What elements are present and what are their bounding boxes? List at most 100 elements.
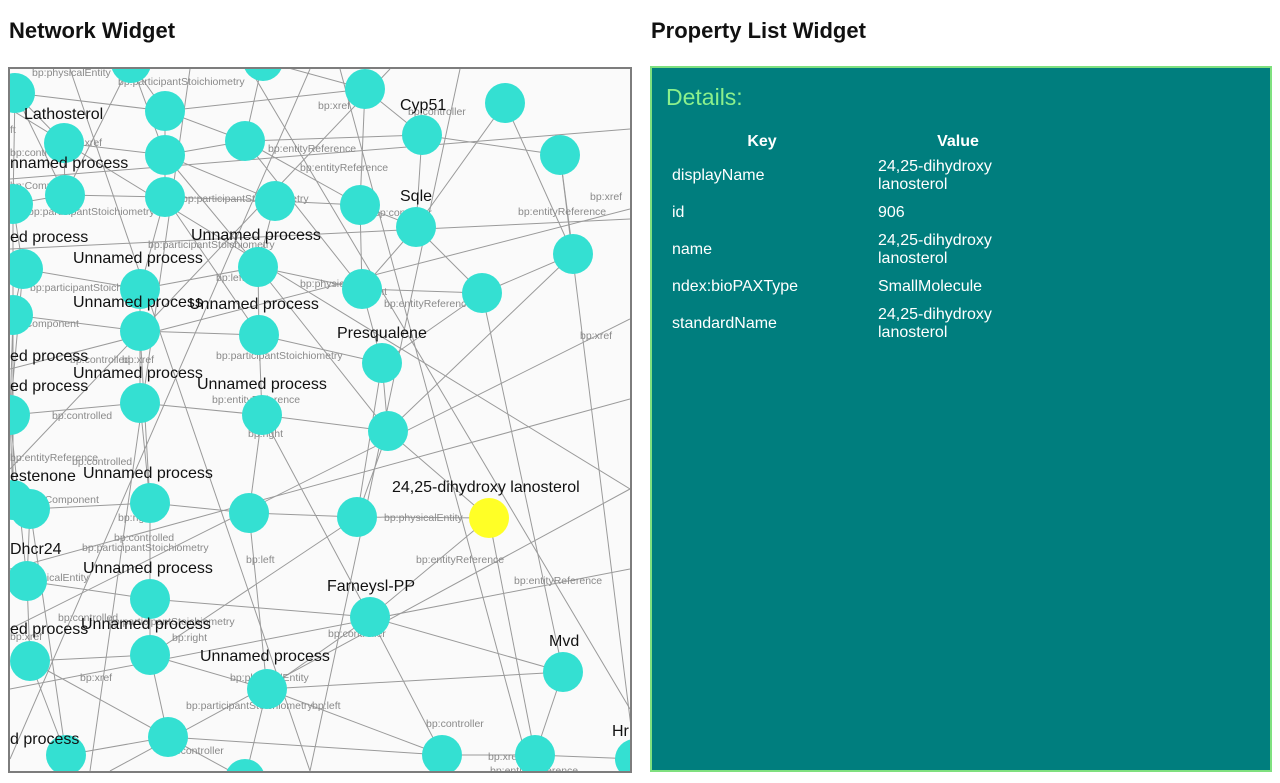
node-label: Unnamed process	[191, 227, 321, 244]
network-node[interactable]	[239, 315, 279, 355]
network-node[interactable]	[10, 73, 35, 113]
node-label: Unnamed process	[200, 648, 330, 665]
network-node[interactable]	[540, 135, 580, 175]
edge-label: bp:left	[312, 700, 341, 712]
network-node[interactable]	[10, 295, 33, 335]
network-node[interactable]	[340, 185, 380, 225]
value-column-header: Value	[937, 133, 979, 150]
network-node[interactable]	[238, 247, 278, 287]
edge-label: bp:participantStoichiometry	[82, 542, 209, 554]
network-node[interactable]	[402, 115, 442, 155]
details-title: Details:	[666, 84, 743, 110]
network-edge	[167, 736, 443, 756]
network-graph[interactable]: bp:physicalEntity bp:participantStoichiom…	[10, 69, 630, 771]
network-node[interactable]	[10, 489, 50, 529]
network-edge	[69, 69, 311, 771]
network-node[interactable]	[350, 597, 390, 637]
network-node-labels: Lathosterol Cyp51 nnamed process Sqle ed pro…	[10, 97, 630, 748]
network-node[interactable]	[396, 207, 436, 247]
edge-label: bp:left	[216, 272, 245, 284]
network-node[interactable]	[225, 759, 265, 771]
network-node[interactable]	[337, 497, 377, 537]
edge-label: bp:entityReference	[268, 143, 356, 155]
network-node[interactable]	[130, 635, 170, 675]
network-node[interactable]	[120, 269, 160, 309]
network-node[interactable]	[553, 234, 593, 274]
property-key: name	[672, 240, 713, 258]
network-edge	[29, 654, 151, 662]
network-node[interactable]	[342, 269, 382, 309]
network-node[interactable]	[247, 669, 287, 709]
network-node[interactable]	[130, 483, 170, 523]
network-node[interactable]	[485, 83, 525, 123]
network-node[interactable]	[111, 69, 151, 83]
network-edge	[504, 102, 574, 255]
network-edge	[361, 288, 483, 294]
network-node[interactable]	[44, 123, 84, 163]
network-node[interactable]	[10, 249, 43, 289]
network-node[interactable]	[145, 91, 185, 131]
edge-label: bp:xref	[80, 672, 112, 684]
node-label: 24,25-dihydroxy lanosterol	[392, 479, 580, 496]
network-edge	[356, 516, 490, 519]
network-node[interactable]	[10, 641, 50, 681]
edge-label: bp:physicalEntity	[32, 69, 112, 79]
property-list-panel: Details: Key Value displayName 24,25-dih…	[650, 66, 1272, 772]
network-node[interactable]	[422, 735, 462, 771]
network-canvas[interactable]: bp:physicalEntity bp:participantStoichiom…	[8, 67, 632, 773]
edge-label: bp:participantStoichiometry	[148, 239, 275, 251]
node-label: Hr	[612, 723, 630, 740]
network-node[interactable]	[243, 69, 283, 81]
network-node[interactable]	[46, 735, 86, 771]
network-node[interactable]	[242, 395, 282, 435]
property-widget-title: Property List Widget	[651, 18, 866, 43]
network-edge	[415, 102, 506, 228]
network-node[interactable]	[543, 652, 583, 692]
network-node[interactable]	[120, 383, 160, 423]
network-node[interactable]	[255, 181, 295, 221]
node-label: Cyp51	[400, 97, 446, 114]
network-edge	[369, 517, 490, 618]
network-node[interactable]	[10, 561, 47, 601]
node-label: Farneysl-PP	[327, 578, 415, 595]
network-node[interactable]	[145, 135, 185, 175]
network-node[interactable]	[45, 175, 85, 215]
network-node[interactable]	[615, 739, 630, 771]
network-edge	[369, 616, 564, 673]
node-label: d process	[10, 731, 79, 748]
network-edge	[14, 92, 166, 112]
network-node[interactable]	[225, 121, 265, 161]
network-node[interactable]	[148, 717, 188, 757]
network-node[interactable]	[362, 343, 402, 383]
network-node[interactable]	[10, 395, 30, 435]
network-edge	[164, 88, 366, 112]
network-edge	[29, 660, 169, 738]
network-nodes[interactable]	[10, 69, 630, 771]
network-node[interactable]	[229, 493, 269, 533]
network-edge	[139, 266, 259, 290]
network-node[interactable]	[462, 273, 502, 313]
network-edge	[10, 128, 630, 180]
property-key: displayName	[672, 166, 765, 184]
node-label: Unnamed process	[73, 294, 203, 311]
network-node[interactable]	[10, 184, 33, 224]
network-node[interactable]	[130, 579, 170, 619]
network-edge	[261, 414, 371, 618]
node-label: Unnamed process	[73, 365, 203, 382]
edge-label: bp:participantStoichiometry	[28, 206, 155, 218]
edge-label: bp:right	[172, 632, 207, 644]
network-node[interactable]	[120, 311, 160, 351]
node-label: ed process	[10, 229, 88, 246]
network-edge	[10, 218, 630, 250]
network-node[interactable]	[345, 69, 385, 109]
property-key: id	[672, 203, 685, 221]
network-edge	[10, 318, 630, 630]
network-node[interactable]	[368, 411, 408, 451]
selected-network-node[interactable]	[469, 498, 509, 538]
network-edge	[29, 508, 67, 756]
node-label: Unnamed process	[189, 296, 319, 313]
network-node[interactable]	[515, 735, 555, 771]
node-label: Unnamed process	[197, 376, 327, 393]
network-widget-title: Network Widget	[9, 18, 176, 43]
network-node[interactable]	[145, 177, 185, 217]
